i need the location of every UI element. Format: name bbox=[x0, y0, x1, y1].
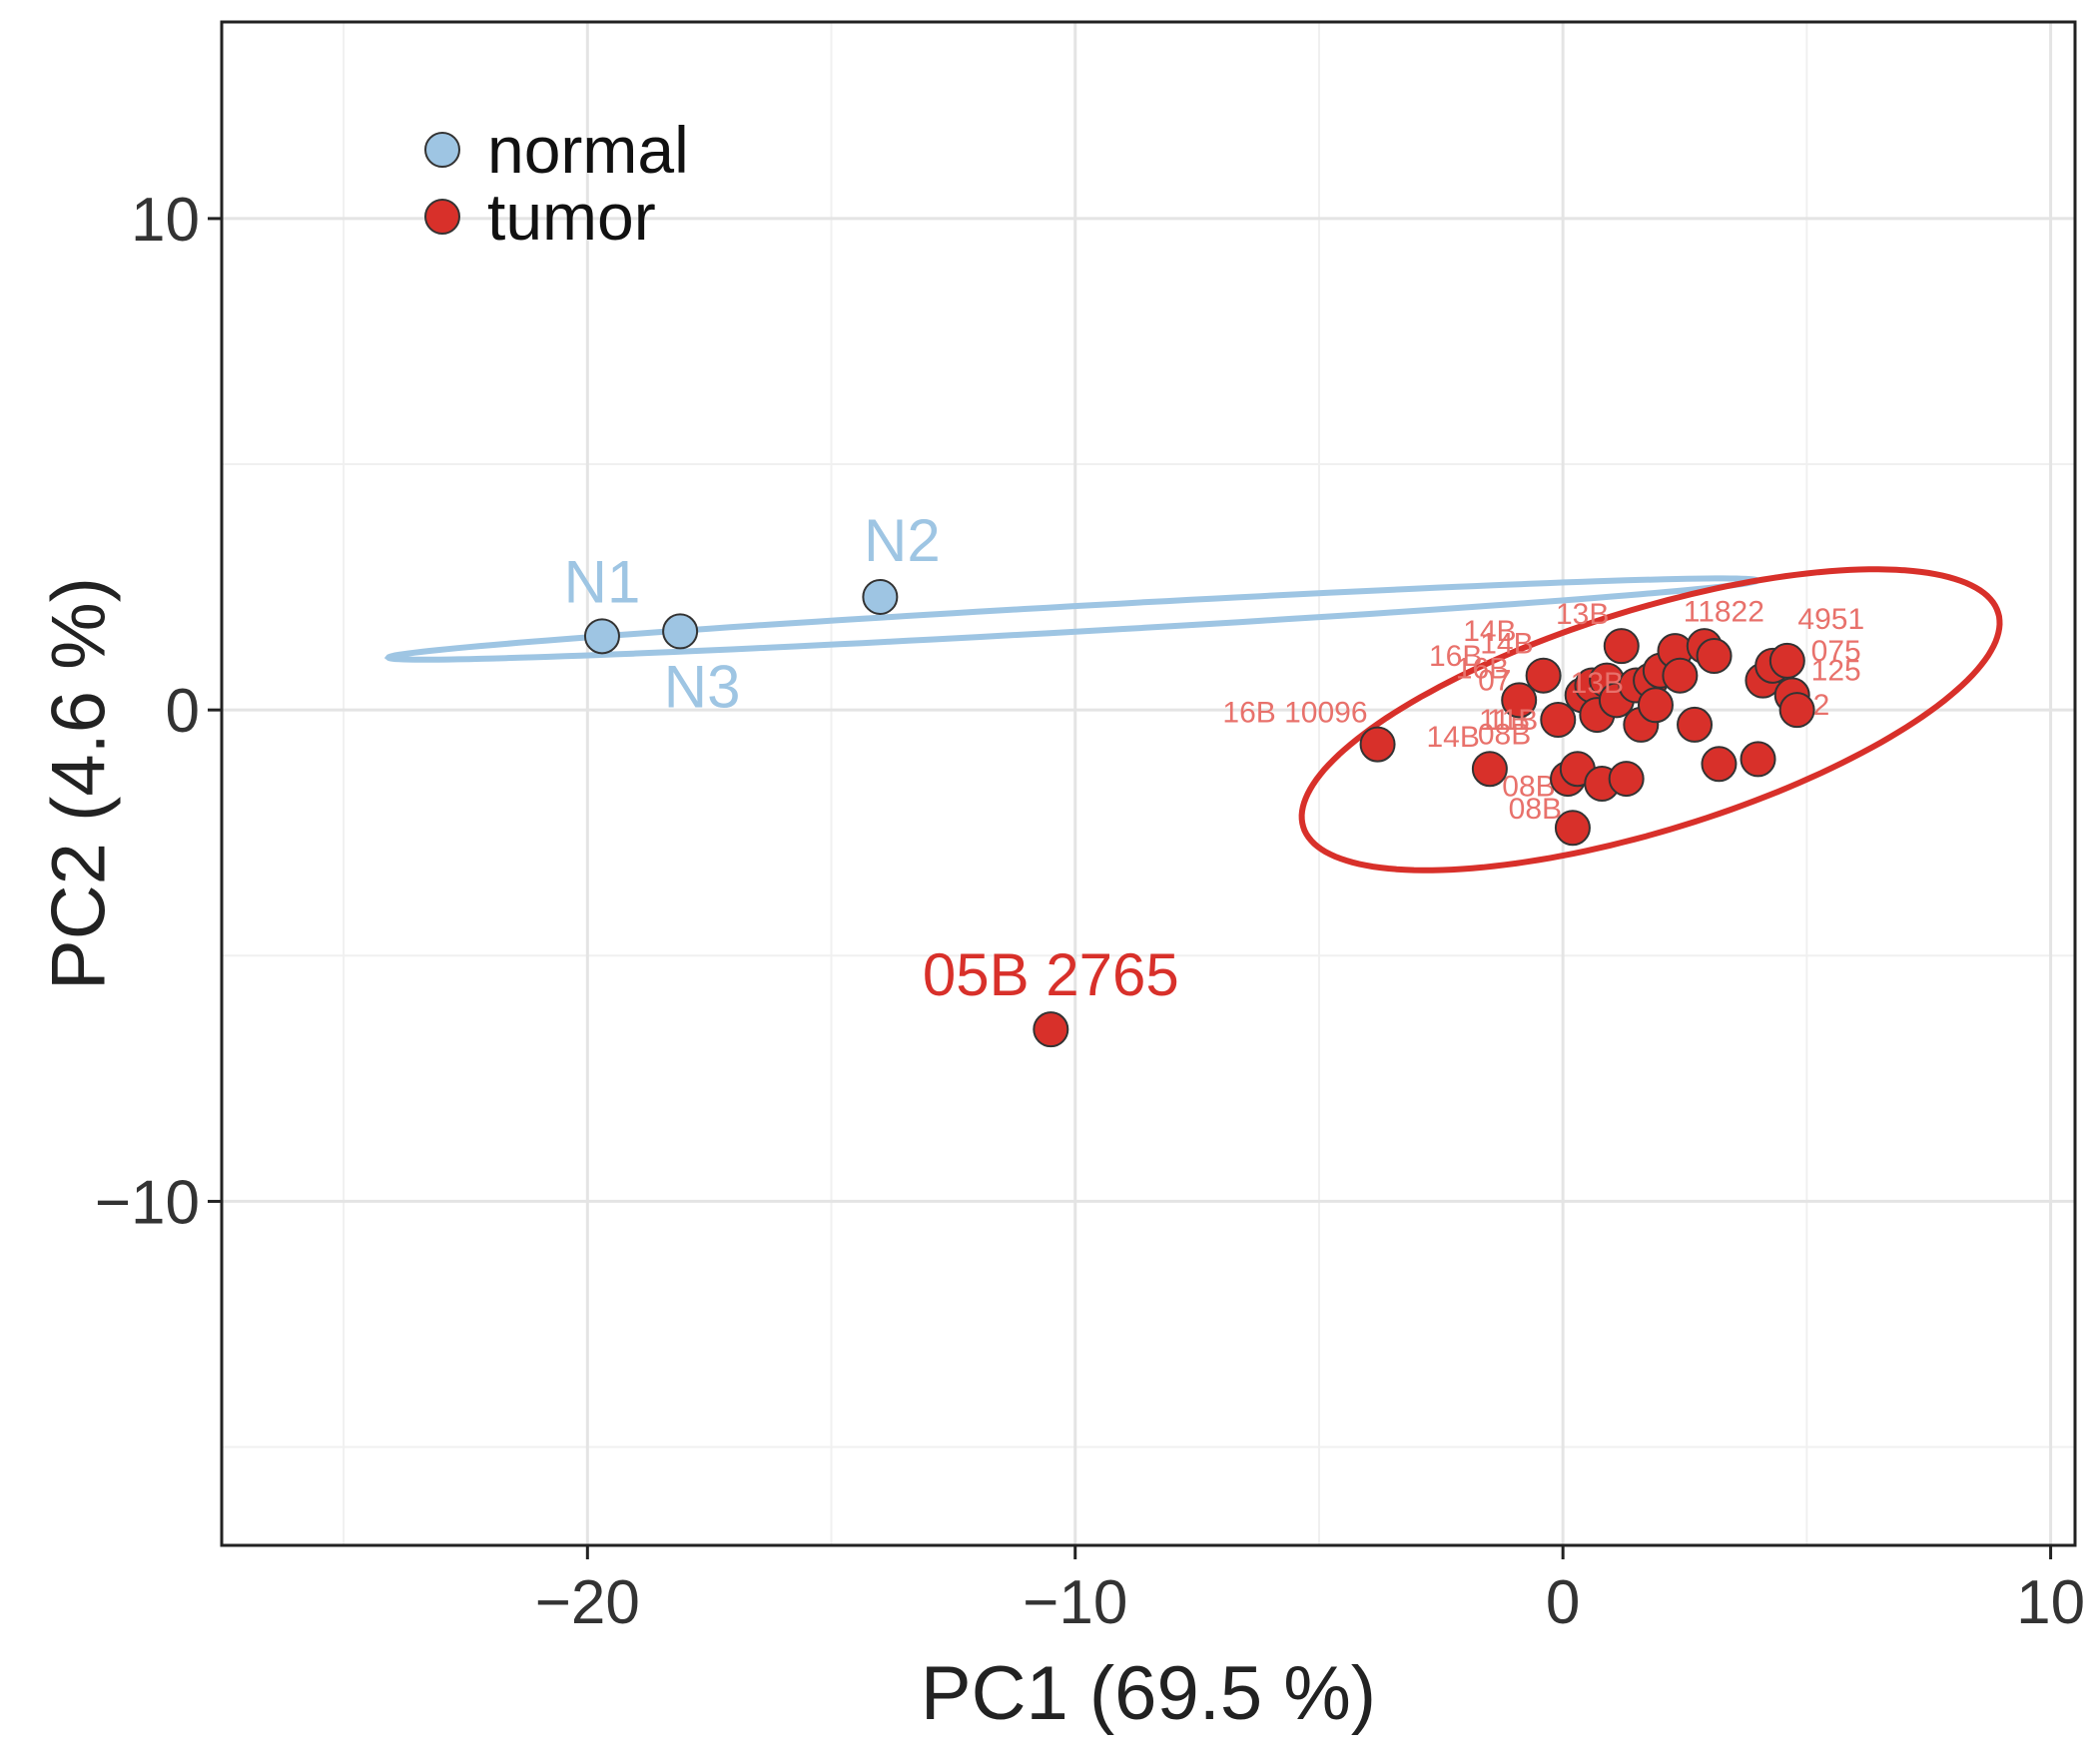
y-tick-label: 0 bbox=[166, 677, 200, 746]
tumor-point bbox=[1540, 702, 1577, 739]
y-tick-label: 10 bbox=[131, 186, 200, 255]
minor-gridlines bbox=[222, 22, 2075, 1545]
tumor-point-label: 08B bbox=[1509, 793, 1562, 826]
normal-point-label: N1 bbox=[564, 548, 641, 615]
normal-point bbox=[662, 613, 699, 650]
x-axis-title: PC1 (69.5 %) bbox=[921, 1651, 1376, 1736]
tumor-point bbox=[1501, 682, 1538, 719]
cluster-sample-label: 13B bbox=[1556, 598, 1609, 631]
tumor-point bbox=[1662, 657, 1699, 694]
major-gridlines bbox=[222, 22, 2075, 1545]
tumor-point-label: 13B bbox=[1571, 667, 1624, 700]
tumor-point-label: 16B bbox=[1456, 652, 1509, 685]
x-tick-label: −10 bbox=[1023, 1568, 1127, 1637]
tumor-point-label: 14B bbox=[1427, 721, 1480, 754]
tumor-point-label: 11B bbox=[1487, 704, 1538, 737]
cluster-sample-label: 2 bbox=[1813, 689, 1830, 722]
tumor-point bbox=[1696, 638, 1733, 675]
normal-point-label: N2 bbox=[864, 507, 941, 574]
x-tick-label: 0 bbox=[1546, 1568, 1580, 1637]
legend-marker-normal bbox=[424, 132, 460, 168]
x-tick-label: 10 bbox=[2016, 1568, 2085, 1637]
tumor-point bbox=[1554, 810, 1591, 847]
plot-panel-border bbox=[220, 20, 2077, 1547]
normal-ellipse bbox=[383, 575, 1761, 663]
normal-point bbox=[862, 578, 899, 615]
cluster-sample-label: 14B bbox=[1463, 615, 1516, 648]
tumor-point bbox=[1033, 1011, 1069, 1048]
tumor-point bbox=[1525, 657, 1562, 694]
cluster-sample-label: 125 bbox=[1811, 655, 1861, 688]
y-tick-label: −10 bbox=[95, 1168, 200, 1237]
x-tick-label: −20 bbox=[535, 1568, 640, 1637]
cluster-sample-label: 075 bbox=[1811, 635, 1861, 668]
x-axis-ticks: −20 −10 0 10 bbox=[535, 1545, 2085, 1637]
data-points bbox=[583, 578, 1815, 1048]
legend-label-tumor: tumor bbox=[487, 180, 656, 254]
cluster-sample-label: 4951 bbox=[1797, 603, 1864, 636]
tumor-point bbox=[1778, 692, 1815, 729]
cluster-sample-label: 08B bbox=[1502, 770, 1555, 803]
tumor-point-label: 14B bbox=[1480, 628, 1533, 661]
normal-point bbox=[583, 618, 620, 655]
cluster-sample-label: 16B bbox=[1429, 640, 1482, 673]
tumor-point bbox=[1471, 751, 1508, 788]
tumor-point bbox=[1359, 726, 1396, 763]
legend-label-normal: normal bbox=[487, 113, 689, 187]
cluster-sample-label: 11822 bbox=[1684, 596, 1764, 629]
tumor-point bbox=[1701, 746, 1738, 783]
legend: normal tumor bbox=[424, 113, 689, 254]
y-axis-title: PC2 (4.6 %) bbox=[37, 577, 122, 990]
tumor-point bbox=[1603, 628, 1640, 665]
tumor-point bbox=[1677, 706, 1714, 743]
normal-point-label: N3 bbox=[664, 653, 741, 720]
legend-marker-tumor bbox=[424, 199, 460, 235]
cluster-sample-label: 08B bbox=[1478, 719, 1531, 752]
tumor-point-label: 16B 10096 bbox=[1222, 697, 1367, 730]
tumor-point bbox=[1637, 687, 1674, 724]
tumor-ellipse bbox=[1298, 566, 2003, 874]
tumor-point bbox=[1768, 642, 1805, 679]
tumor-point-label: 05B 2765 bbox=[923, 941, 1179, 1008]
y-axis-ticks: −10 0 10 bbox=[95, 186, 222, 1237]
confidence-ellipses bbox=[383, 566, 2003, 874]
tumor-point bbox=[1740, 741, 1776, 778]
tumor-point bbox=[1608, 761, 1645, 798]
